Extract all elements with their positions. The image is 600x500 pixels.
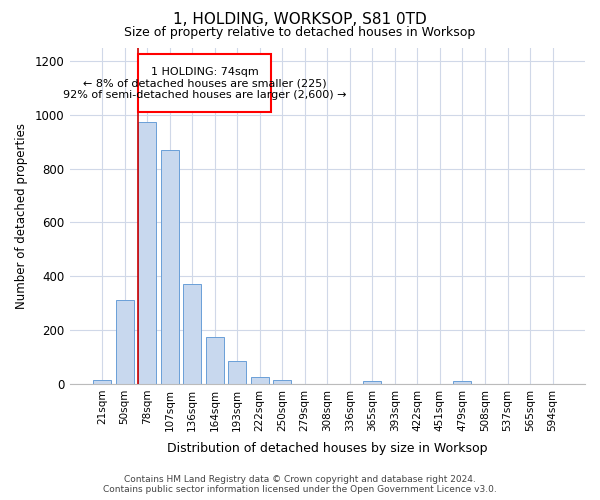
Text: Size of property relative to detached houses in Worksop: Size of property relative to detached ho… bbox=[124, 26, 476, 39]
Bar bbox=[138, 122, 156, 384]
Bar bbox=[161, 150, 179, 384]
Y-axis label: Number of detached properties: Number of detached properties bbox=[15, 122, 28, 308]
Bar bbox=[454, 380, 472, 384]
Bar bbox=[93, 380, 111, 384]
Bar bbox=[116, 300, 134, 384]
Text: Contains HM Land Registry data © Crown copyright and database right 2024.
Contai: Contains HM Land Registry data © Crown c… bbox=[103, 474, 497, 494]
Bar bbox=[138, 54, 271, 112]
X-axis label: Distribution of detached houses by size in Worksop: Distribution of detached houses by size … bbox=[167, 442, 488, 455]
Bar bbox=[364, 380, 382, 384]
Text: 1 HOLDING: 74sqm
← 8% of detached houses are smaller (225)
92% of semi-detached : 1 HOLDING: 74sqm ← 8% of detached houses… bbox=[63, 66, 346, 100]
Bar bbox=[228, 361, 246, 384]
Text: 1, HOLDING, WORKSOP, S81 0TD: 1, HOLDING, WORKSOP, S81 0TD bbox=[173, 12, 427, 28]
Bar bbox=[206, 337, 224, 384]
Bar bbox=[183, 284, 201, 384]
Bar bbox=[251, 377, 269, 384]
Bar bbox=[273, 380, 291, 384]
